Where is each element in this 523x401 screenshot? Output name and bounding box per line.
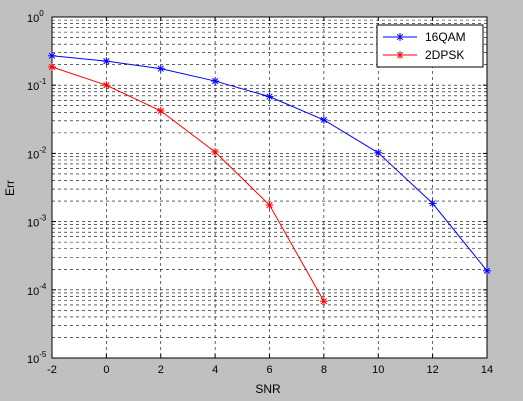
marker-stroke: [211, 77, 219, 85]
x-tick-label: 6: [266, 364, 272, 376]
marker-stroke: [396, 33, 404, 41]
x-tick-label: 0: [103, 364, 109, 376]
x-tick-label: 8: [321, 364, 327, 376]
marker-stroke: [320, 298, 328, 305]
y-tick-label: 100: [27, 9, 44, 25]
x-axis-label: SNR: [255, 382, 281, 396]
y-tick-label: 10-3: [27, 214, 47, 230]
data-point-16QAM: [265, 92, 274, 101]
marker-stroke: [483, 267, 491, 274]
legend-label: 16QAM: [425, 30, 466, 44]
x-tick-label: 2: [158, 364, 164, 376]
data-point-2DPSK: [319, 297, 328, 306]
x-tick-label: 10: [372, 364, 384, 376]
data-point-2DPSK: [211, 147, 220, 156]
data-point-16QAM: [156, 64, 165, 73]
y-axis-label: Err: [3, 180, 17, 196]
marker-stroke: [375, 149, 382, 156]
y-tick-label: 10-2: [27, 145, 47, 161]
x-tick-label: 12: [427, 364, 439, 376]
x-tick-label: -2: [47, 364, 57, 376]
marker-stroke: [103, 58, 110, 65]
legend-box: [376, 24, 484, 68]
data-point-16QAM: [374, 148, 383, 157]
data-point-16QAM: [428, 199, 437, 208]
marker-stroke: [48, 52, 56, 59]
y-tick-label: 10-5: [27, 350, 47, 366]
y-tick-label: 10-1: [27, 77, 47, 93]
x-tick-label: 4: [212, 364, 218, 376]
data-point-2DPSK: [156, 106, 165, 115]
marker-stroke: [103, 82, 110, 89]
series-line-2DPSK: [51, 66, 325, 302]
x-tick-label: 14: [481, 364, 493, 376]
data-point-2DPSK: [265, 201, 274, 210]
data-point-16QAM: [48, 51, 56, 60]
legend-marker: [396, 33, 404, 41]
marker-stroke: [157, 107, 164, 115]
marker-stroke: [48, 63, 56, 71]
marker-stroke: [266, 93, 273, 100]
marker-stroke: [320, 116, 328, 124]
data-point-16QAM: [211, 77, 220, 86]
y-tick-label: 10-4: [27, 282, 47, 298]
marker-stroke: [396, 51, 404, 59]
legend-label: 2DPSK: [425, 48, 464, 62]
data-point-16QAM: [102, 57, 111, 66]
data-point-2DPSK: [48, 62, 56, 71]
plot-axes: -2 0 2 4 6 8 10 12 14 10-5 10-4 10-3 10-2 10-1 100 16QA…: [27, 9, 493, 376]
legend: 16QAM 2DPSK: [376, 24, 484, 68]
marker-stroke: [266, 201, 273, 209]
data-point-2DPSK: [102, 81, 111, 90]
marker-stroke: [157, 65, 164, 72]
marker-stroke: [429, 200, 436, 207]
marker-stroke: [211, 148, 219, 156]
data-point-16QAM: [319, 115, 328, 124]
data-point-16QAM: [483, 266, 491, 275]
legend-marker: [396, 51, 404, 59]
